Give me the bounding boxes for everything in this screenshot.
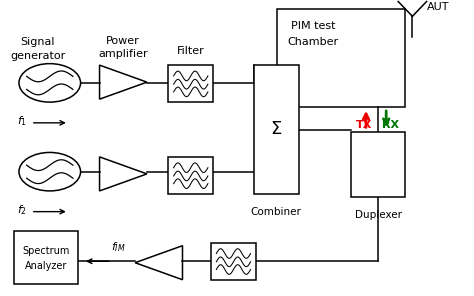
Bar [168, 157, 213, 194]
Bar [277, 9, 405, 107]
Bar [14, 231, 78, 284]
Text: Power: Power [106, 36, 140, 46]
Text: Filter: Filter [177, 46, 205, 56]
Text: AUT: AUT [427, 2, 449, 12]
Text: Combiner: Combiner [251, 207, 301, 217]
Bar [254, 65, 299, 194]
Bar [211, 243, 256, 280]
Text: Spectrum: Spectrum [23, 246, 70, 256]
Text: $f_2$: $f_2$ [17, 203, 27, 217]
Text: $f_1$: $f_1$ [17, 115, 27, 128]
Bar [351, 132, 405, 197]
Text: Signal: Signal [21, 37, 55, 47]
Text: PIM test: PIM test [291, 21, 335, 31]
Text: $f_{IM}$: $f_{IM}$ [111, 240, 126, 254]
Text: Duplexer: Duplexer [355, 210, 401, 220]
Text: amplifier: amplifier [99, 49, 148, 59]
Text: RX: RX [383, 120, 400, 130]
Text: generator: generator [10, 51, 65, 61]
Text: Chamber: Chamber [287, 37, 338, 47]
Text: TX: TX [356, 120, 372, 130]
Text: $\Sigma$: $\Sigma$ [270, 120, 282, 139]
Text: Analyzer: Analyzer [25, 260, 67, 271]
Bar [168, 65, 213, 102]
